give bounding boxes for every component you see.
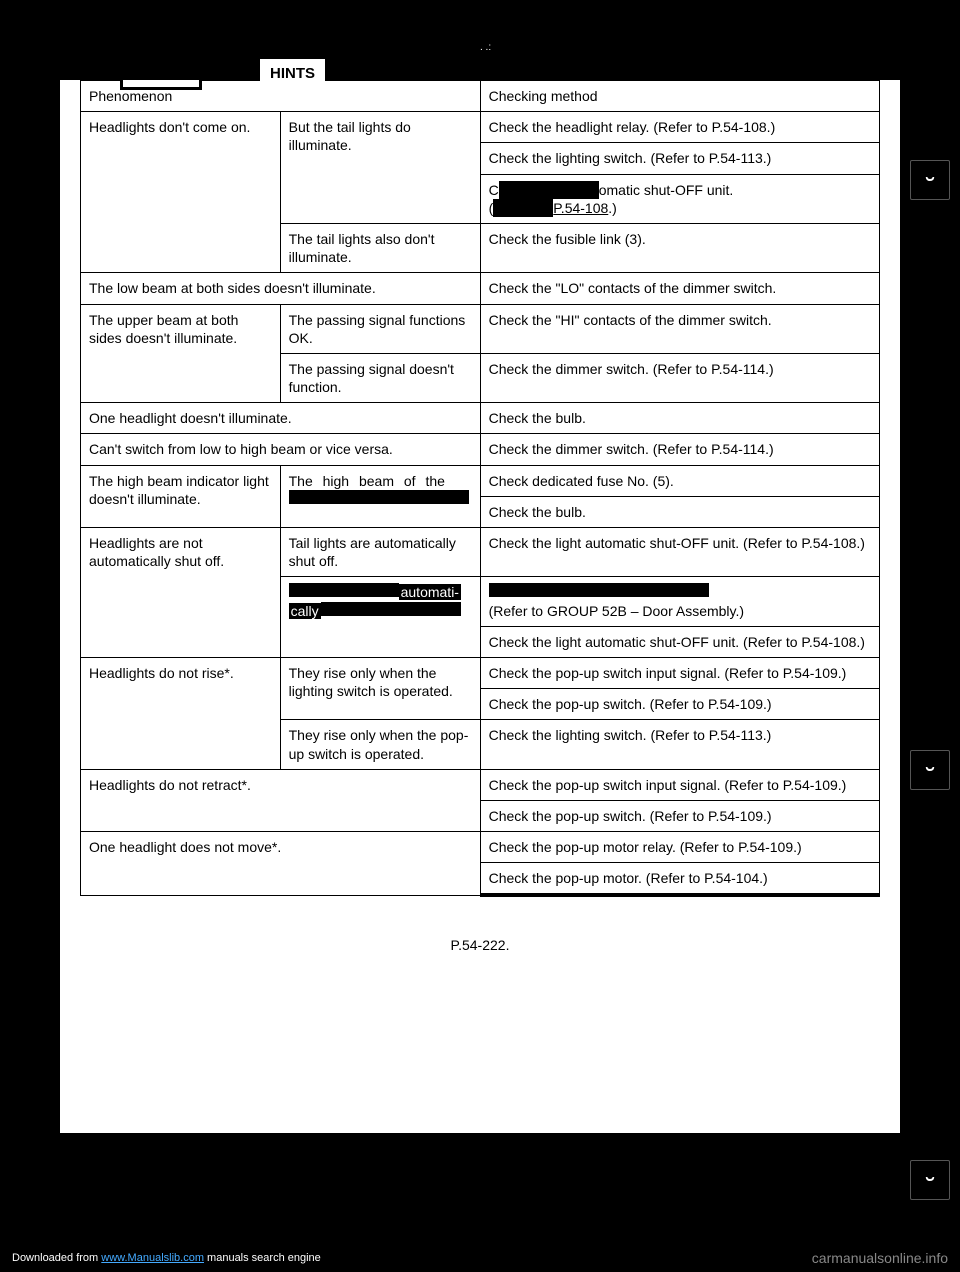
table-row: One headlight doesn't illuminate. Check … — [81, 403, 880, 434]
table-row: Headlights are not automatically shut of… — [81, 528, 880, 577]
redaction — [489, 583, 709, 597]
section-label-box: HINTS — [260, 59, 325, 82]
cell: Check the dimmer switch. (Refer to P.54-… — [480, 434, 879, 465]
redaction — [499, 181, 599, 199]
cell: Headlights are not automatically shut of… — [81, 528, 281, 658]
cell: Check the dimmer switch. (Refer to P.54-… — [480, 353, 879, 402]
cell: Check the fusible link (3). — [480, 223, 879, 272]
header-bar: . .: HINTS — [60, 30, 900, 80]
margin-mark-icon: ⏑ — [910, 750, 950, 790]
header-checking: Checking method — [480, 81, 879, 112]
manual-page: 54-38 . .: HINTS Phenomenon Checking met… — [60, 30, 900, 1133]
watermark: carmanualsonline.info — [812, 1250, 948, 1266]
table-row: The upper beam at both sides doesn't ill… — [81, 304, 880, 353]
table-row: Headlights do not rise*. They rise only … — [81, 657, 880, 688]
cell: Check the pop-up motor. (Refer to P.54-1… — [480, 863, 879, 896]
redaction — [493, 199, 553, 217]
cell: Check the "LO" contacts of the dimmer sw… — [480, 273, 879, 304]
section-label: HINTS — [270, 65, 315, 82]
redaction — [289, 490, 469, 504]
cell-redacted: The high beam of the — [280, 465, 480, 527]
table-row: Can't switch from low to high beam or vi… — [81, 434, 880, 465]
table-row: Headlights do not retract*. Check the po… — [81, 769, 880, 800]
table-row: Headlights don't come on. But the tail l… — [81, 112, 880, 143]
cell: Check the pop-up switch. (Refer to P.54-… — [480, 800, 879, 831]
margin-mark-icon: ⏑ — [910, 160, 950, 200]
cell: Headlights don't come on. — [81, 112, 281, 273]
cell: Check the pop-up motor relay. (Refer to … — [480, 832, 879, 863]
cell: Check the lighting switch. (Refer to P.5… — [480, 720, 879, 769]
cell: The tail lights also don't illuminate. — [280, 223, 480, 272]
cell: Can't switch from low to high beam or vi… — [81, 434, 481, 465]
cell: The upper beam at both sides doesn't ill… — [81, 304, 281, 403]
bottom-bar: Downloaded from www.Manualslib.com manua… — [0, 1244, 960, 1272]
table-row: The low beam at both sides doesn't illum… — [81, 273, 880, 304]
cell-redacted: C omatic shut-OFF unit. ( P.54-108.) — [480, 174, 879, 223]
cell: They rise only when the lighting switch … — [280, 657, 480, 719]
cell: But the tail lights do illuminate. — [280, 112, 480, 224]
cell: Tail lights are automatically shut off. — [280, 528, 480, 577]
cell: The passing signal functions OK. — [280, 304, 480, 353]
table-row: The high beam indicator light doesn't il… — [81, 465, 880, 496]
cell-redacted: automati- cally — [280, 577, 480, 658]
source-link[interactable]: www.Manualslib.com — [101, 1252, 204, 1264]
redaction — [289, 583, 399, 597]
cell: Check the pop-up switch input signal. (R… — [480, 769, 879, 800]
cell: Check the bulb. — [480, 403, 879, 434]
troubleshooting-table: Phenomenon Checking method Headlights do… — [80, 80, 880, 897]
cell: Check the headlight relay. (Refer to P.5… — [480, 112, 879, 143]
footer-reference: P.54-222. — [60, 937, 900, 953]
cell: Headlights do not rise*. — [81, 657, 281, 769]
cell: One headlight does not move*. — [81, 832, 481, 896]
cell: Check the light automatic shut-OFF unit.… — [480, 626, 879, 657]
cell: Check the light automatic shut-OFF unit.… — [480, 528, 879, 577]
cell: Headlights do not retract*. — [81, 769, 481, 831]
cell: Check the "HI" contacts of the dimmer sw… — [480, 304, 879, 353]
table-row: One headlight does not move*. Check the … — [81, 832, 880, 863]
download-source: Downloaded from www.Manualslib.com manua… — [12, 1252, 321, 1264]
cell: The low beam at both sides doesn't illum… — [81, 273, 481, 304]
cell: Check the bulb. — [480, 496, 879, 527]
cell: The passing signal doesn't function. — [280, 353, 480, 402]
cell: The high beam indicator light doesn't il… — [81, 465, 281, 527]
margin-mark-icon: ⏑ — [910, 1160, 950, 1200]
cell: Check the pop-up switch. (Refer to P.54-… — [480, 689, 879, 720]
cell: Check dedicated fuse No. (5). — [480, 465, 879, 496]
cell: One headlight doesn't illuminate. — [81, 403, 481, 434]
cell: Check the lighting switch. (Refer to P.5… — [480, 143, 879, 174]
header-dots: . .: — [480, 42, 491, 53]
cell: They rise only when the pop-up switch is… — [280, 720, 480, 769]
redaction — [321, 602, 461, 616]
cell-redacted: (Refer to GROUP 52B – Door Assembly.) — [480, 577, 879, 626]
cell: Check the pop-up switch input signal. (R… — [480, 657, 879, 688]
